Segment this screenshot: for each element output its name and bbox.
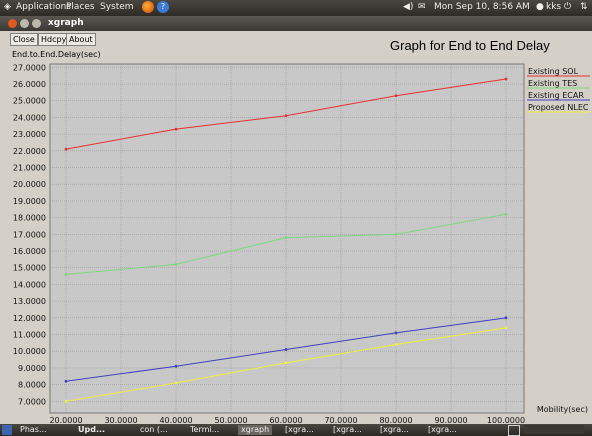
taskbar-item[interactable]: Upd... <box>78 425 106 434</box>
clock-datetime[interactable]: Mon Sep 10, 8:56 AM <box>434 2 530 12</box>
y-tick-label: 19.0000 <box>13 197 46 206</box>
x-tick-label: 80.0000 <box>379 416 412 425</box>
close-button[interactable]: Close <box>10 33 38 46</box>
menu-places[interactable]: Places <box>66 2 95 12</box>
legend-label: Existing ECAR <box>528 91 584 100</box>
data-point <box>174 127 178 131</box>
y-tick-label: 9.0000 <box>18 364 46 373</box>
y-tick-label: 17.0000 <box>13 230 46 239</box>
y-tick-label: 26.0000 <box>13 80 46 89</box>
taskbar-item[interactable]: [xgra... <box>285 425 314 434</box>
y-tick-label: 8.0000 <box>18 381 46 390</box>
data-point <box>394 94 398 98</box>
window-close-icon[interactable] <box>8 19 17 28</box>
x-tick-label: 20.0000 <box>49 416 82 425</box>
mail-icon[interactable]: ✉ <box>418 2 426 12</box>
y-tick-label: 11.0000 <box>13 331 46 340</box>
window-minimize-icon[interactable] <box>20 19 29 28</box>
data-point <box>284 114 288 118</box>
hdcpy-button[interactable]: Hdcpy <box>38 33 70 46</box>
data-point <box>504 326 508 330</box>
x-tick-label: 100.0000 <box>487 416 525 425</box>
data-point <box>394 331 398 335</box>
taskbar-item-active[interactable]: xgraph <box>238 425 273 435</box>
y-tick-label: 27.0000 <box>13 63 46 72</box>
data-point <box>64 147 68 151</box>
help-icon[interactable]: ? <box>157 1 169 13</box>
user-name[interactable]: kks <box>546 2 562 12</box>
x-tick-label: 90.0000 <box>434 416 467 425</box>
y-tick-label: 12.0000 <box>13 314 46 323</box>
legend-label: Existing SOL <box>528 67 579 76</box>
taskbar-item[interactable]: [xgra... <box>428 425 457 434</box>
data-point <box>64 273 68 276</box>
data-point <box>174 262 178 266</box>
y-tick-label: 20.0000 <box>13 180 46 189</box>
x-tick-label: 40.0000 <box>159 416 192 425</box>
data-point <box>284 348 288 351</box>
volume-icon[interactable]: ◀) <box>403 2 414 12</box>
menu-system[interactable]: System <box>100 2 134 12</box>
y-tick-label: 13.0000 <box>13 297 46 306</box>
taskbar-item[interactable]: con (... <box>140 425 168 434</box>
bottom-taskbar: Phas... Upd... con (... Termi... xgraph … <box>0 424 592 436</box>
y-tick-label: 16.0000 <box>13 247 46 256</box>
x-tick-label: 60.0000 <box>269 416 302 425</box>
power-icon[interactable]: ⏻ <box>564 2 572 12</box>
window-title: xgraph <box>48 18 84 28</box>
data-point <box>64 379 68 383</box>
data-point <box>504 316 508 320</box>
x-tick-label: 50.0000 <box>214 416 247 425</box>
data-point <box>174 381 178 385</box>
graph-title: Graph for End to End Delay <box>390 38 550 53</box>
ubuntu-logo-icon[interactable]: ◈ <box>4 2 11 12</box>
workspace-switcher-icon[interactable] <box>508 425 520 436</box>
x-tick-label: 30.0000 <box>104 416 137 425</box>
data-point <box>504 77 508 81</box>
x-tick-label: 70.0000 <box>324 416 357 425</box>
window-maximize-icon[interactable] <box>32 19 41 28</box>
y-tick-label: 23.0000 <box>13 130 46 139</box>
about-button[interactable]: About <box>66 33 96 46</box>
taskbar-item[interactable]: [xgra... <box>380 425 409 434</box>
legend-label: Proposed NLEC <box>528 103 589 112</box>
y-tick-label: 25.0000 <box>13 97 46 106</box>
data-point <box>284 236 288 240</box>
workspace-area[interactable] <box>524 425 584 434</box>
data-point <box>284 361 288 365</box>
show-desktop-icon[interactable] <box>2 425 12 435</box>
y-tick-label: 10.0000 <box>13 347 46 356</box>
window-titlebar[interactable]: xgraph <box>0 16 592 31</box>
y-tick-label: 22.0000 <box>13 147 46 156</box>
data-point <box>394 232 398 236</box>
y-tick-label: 14.0000 <box>13 280 46 289</box>
y-axis-label: End.to.End.Delay(sec) <box>12 50 101 59</box>
y-tick-label: 24.0000 <box>13 113 46 122</box>
data-point <box>394 343 398 346</box>
y-tick-label: 15.0000 <box>13 264 46 273</box>
y-tick-label: 21.0000 <box>13 164 46 173</box>
y-tick-label: 7.0000 <box>18 397 46 406</box>
taskbar-item[interactable]: Phas... <box>20 425 47 434</box>
data-point <box>174 364 178 368</box>
xgraph-toolbar: Close Hdcpy About <box>0 31 592 47</box>
user-icon[interactable]: ● <box>536 2 544 12</box>
taskbar-item[interactable]: Termi... <box>190 425 220 434</box>
menu-applications[interactable]: Applications <box>16 2 71 12</box>
data-point <box>504 212 508 216</box>
top-panel: ◈ Applications Places System ? ◀) ✉ Mon … <box>0 0 592 16</box>
y-tick-label: 18.0000 <box>13 214 46 223</box>
x-axis-label: Mobility(sec) <box>537 405 588 414</box>
taskbar-item[interactable]: [xgra... <box>333 425 362 434</box>
network-icon[interactable]: ⇅ <box>580 2 588 12</box>
legend-label: Existing TES <box>528 79 577 88</box>
data-point <box>64 399 68 403</box>
firefox-icon[interactable] <box>142 1 154 13</box>
